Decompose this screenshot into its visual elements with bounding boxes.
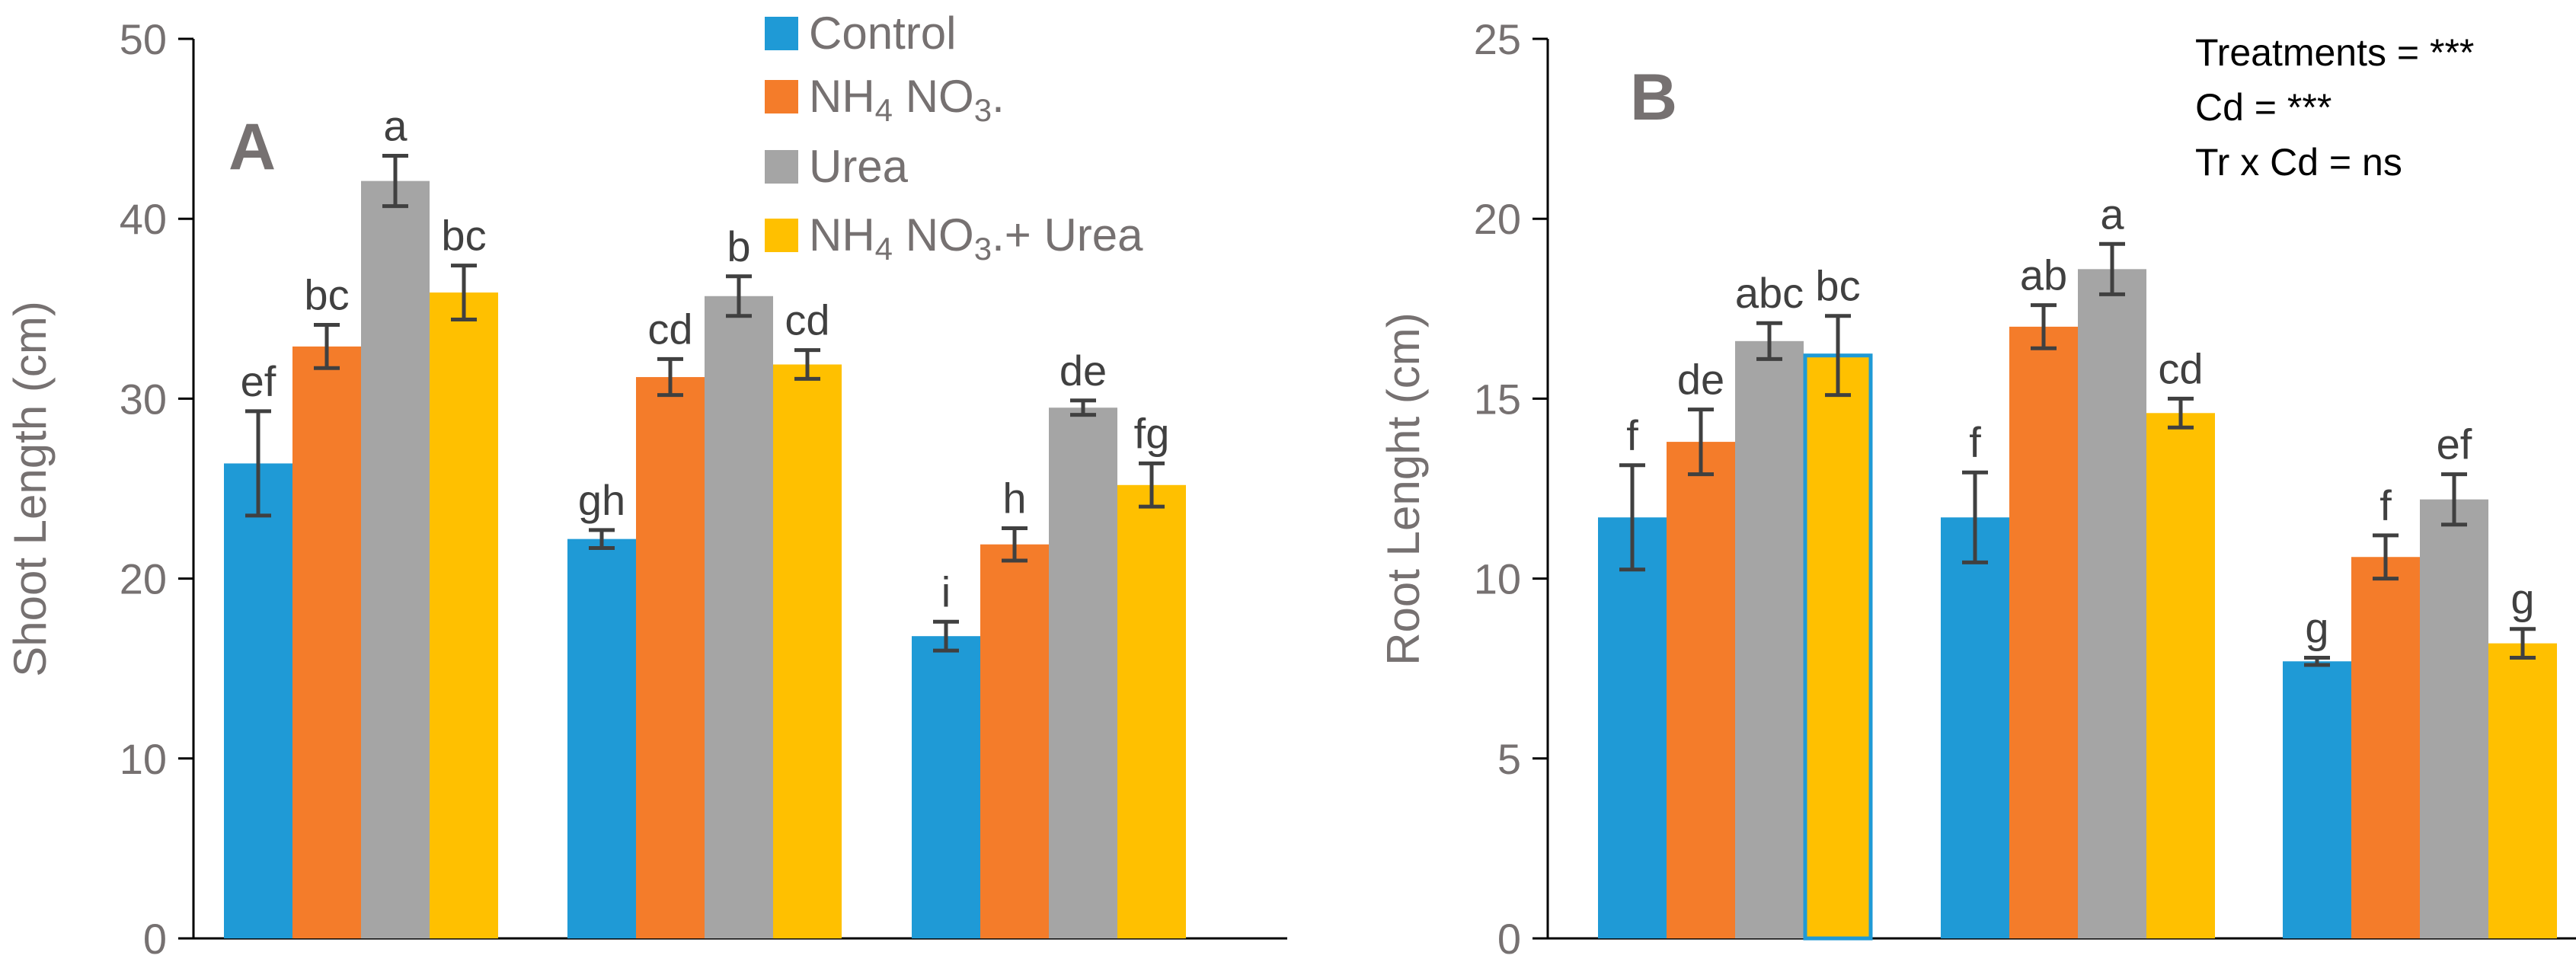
significance-label: ef xyxy=(2437,420,2472,468)
bar xyxy=(361,181,430,938)
bar xyxy=(430,292,498,938)
legend-swatch xyxy=(765,150,798,184)
panel-b: 0 5 10 15 20 25 Root Lenght (cm) Bf f g de ab f abc a e… xyxy=(1378,15,2576,963)
y-tick-label: 10 xyxy=(120,735,167,783)
bar xyxy=(1049,408,1117,938)
bar xyxy=(1598,517,1667,938)
bar xyxy=(1803,353,1873,941)
y-tick-label: 20 xyxy=(1474,195,1521,243)
significance-label: i xyxy=(941,567,951,615)
significance-label: gh xyxy=(578,476,625,524)
significance-label: cd xyxy=(647,305,692,353)
y-tick-label: 10 xyxy=(1474,555,1521,603)
bar xyxy=(912,636,980,938)
bar xyxy=(2009,326,2078,938)
y-tick-label: 40 xyxy=(120,195,167,243)
significance-label: f xyxy=(1626,411,1638,459)
significance-label: de xyxy=(1677,356,1724,404)
panel-letter: B xyxy=(1630,61,1677,134)
bar xyxy=(2078,269,2146,938)
significance-label: bc xyxy=(1815,262,1860,310)
bar xyxy=(567,539,636,938)
significance-label: f xyxy=(2379,481,2392,529)
legend-label: Control xyxy=(809,8,956,59)
bar xyxy=(2146,413,2215,938)
legend-label: NH4​ NO3​.+ Urea xyxy=(809,209,1143,267)
y-tick-label: 30 xyxy=(120,375,167,423)
y-axis-label: Root Lenght (cm) xyxy=(1378,312,1429,666)
significance-label: f xyxy=(1969,418,1981,466)
significance-label: h xyxy=(1002,474,1026,522)
bar xyxy=(1941,517,2009,938)
bar xyxy=(773,364,842,939)
stats-annotation: Treatments = *** xyxy=(2195,31,2474,74)
y-tick-label: 0 xyxy=(1497,915,1521,963)
legend: Control NH4​ NO3​. Urea NH4​ NO3​.+ Urea xyxy=(765,8,1143,267)
y-tick-label: 20 xyxy=(120,555,167,603)
significance-label: ef xyxy=(241,357,276,405)
bar xyxy=(980,544,1049,938)
significance-label: a xyxy=(2100,190,2124,238)
bar xyxy=(1667,442,1735,938)
bar xyxy=(2283,661,2351,938)
stats-annotation: Cd = *** xyxy=(2195,86,2332,129)
significance-label: de xyxy=(1059,347,1107,395)
bar xyxy=(292,346,361,939)
significance-label: a xyxy=(383,102,407,150)
significance-label: ab xyxy=(2020,251,2067,299)
bar xyxy=(1735,340,1804,938)
significance-label: cd xyxy=(785,296,829,344)
significance-label: bc xyxy=(441,212,486,260)
y-tick-label: 5 xyxy=(1497,735,1521,783)
bar xyxy=(705,296,773,938)
significance-label: b xyxy=(727,222,750,270)
y-tick-label: 0 xyxy=(143,915,167,963)
y-axis-label: Shoot Length (cm) xyxy=(5,301,56,677)
stats-annotation: Tr x Cd = ns xyxy=(2195,141,2402,184)
significance-label: g xyxy=(2510,575,2534,623)
legend-label: NH4​ NO3​. xyxy=(809,71,1005,128)
legend-swatch xyxy=(765,17,798,50)
bar xyxy=(2351,557,2420,938)
legend-swatch xyxy=(765,80,798,113)
significance-label: bc xyxy=(304,271,349,319)
significance-label: g xyxy=(2305,604,2328,652)
y-tick-label: 25 xyxy=(1474,15,1521,63)
significance-label: abc xyxy=(1735,269,1804,317)
legend-label: Urea xyxy=(809,141,909,192)
bar xyxy=(636,377,705,938)
legend-swatch xyxy=(765,219,798,252)
significance-label: fg xyxy=(1134,409,1170,457)
bar xyxy=(2488,643,2557,938)
bar xyxy=(2420,499,2488,938)
panel-letter: A xyxy=(229,110,276,184)
significance-label: cd xyxy=(2158,344,2203,392)
y-tick-label: 50 xyxy=(120,15,167,63)
bar xyxy=(224,463,292,938)
panel-a: 0 10 20 30 40 50 Shoot Length (cm) Aef gh i bc cd h a… xyxy=(5,15,1287,963)
bar xyxy=(1117,484,1186,938)
y-tick-label: 15 xyxy=(1474,375,1521,423)
